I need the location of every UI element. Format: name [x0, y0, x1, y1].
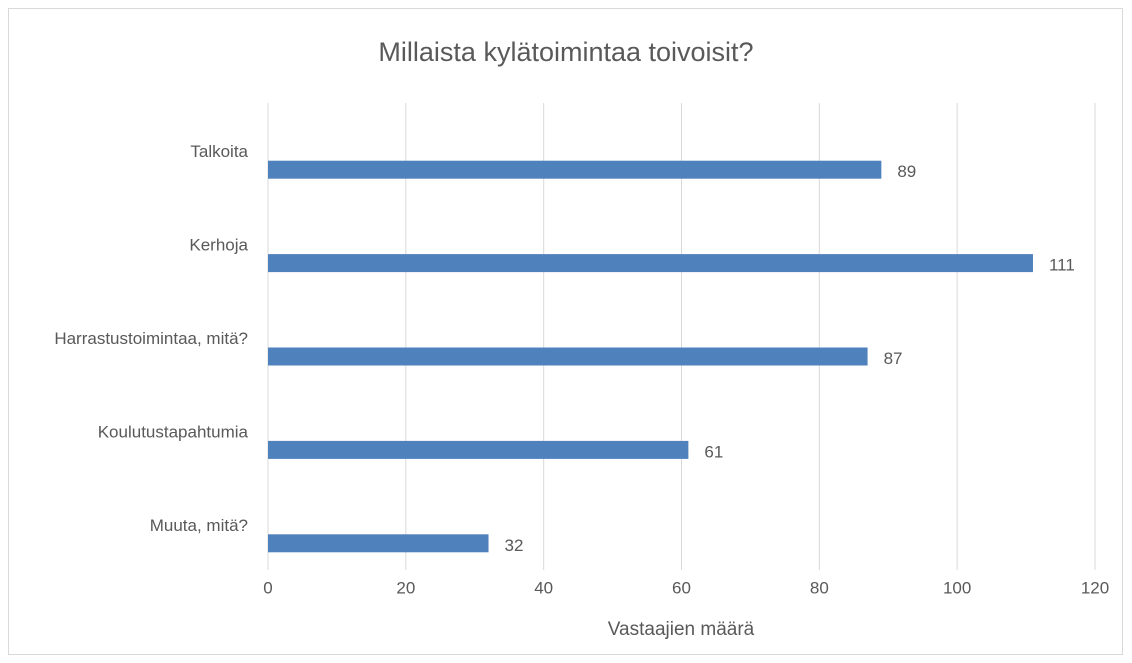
- bar: [268, 534, 489, 553]
- bar: [268, 347, 868, 366]
- x-tick-label: 80: [810, 578, 829, 597]
- y-tick-label: Muuta, mitä?: [150, 516, 248, 535]
- y-tick-label: Talkoita: [190, 142, 248, 161]
- x-tick-label: 60: [672, 578, 691, 597]
- x-tick-label: 0: [263, 578, 272, 597]
- bar: [268, 254, 1033, 273]
- y-tick-label: Koulutustapahtumia: [98, 422, 249, 441]
- x-tick-label: 20: [396, 578, 415, 597]
- y-tick-label: Kerhoja: [189, 236, 248, 255]
- data-label: 32: [505, 536, 524, 555]
- x-tick-label: 100: [943, 578, 971, 597]
- chart-frame: [8, 8, 1123, 655]
- bar: [268, 160, 882, 179]
- x-axis-title: Vastaajien määrä: [608, 619, 755, 640]
- x-tick-label: 40: [534, 578, 553, 597]
- data-label: 87: [884, 349, 903, 368]
- data-label: 61: [704, 442, 723, 461]
- chart-title: Millaista kylätoimintaa toivoisit?: [378, 37, 753, 67]
- x-tick-label: 120: [1081, 578, 1109, 597]
- bar: [268, 440, 689, 459]
- y-tick-label: Harrastustoimintaa, mitä?: [54, 329, 248, 348]
- data-label: 89: [897, 162, 916, 181]
- data-label: 111: [1049, 256, 1075, 275]
